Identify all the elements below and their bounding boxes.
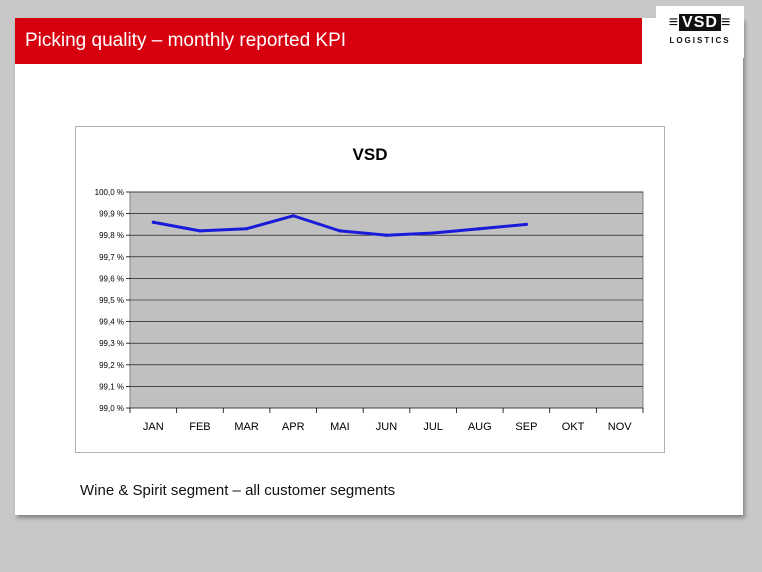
data-point [478,227,482,231]
x-tick-label: JUL [423,421,443,433]
y-tick-label: 99,0 % [99,404,124,413]
y-tick-label: 100,0 % [95,188,124,197]
x-tick-label: MAI [330,421,350,433]
x-tick-label: JAN [143,421,164,433]
x-tick-label: JUN [376,421,397,433]
data-point [384,233,389,237]
data-point [291,214,295,218]
data-point [244,227,249,231]
x-tick-label: APR [282,421,305,433]
x-tick-label: FEB [189,421,210,433]
y-tick-label: 99,5 % [99,296,124,305]
x-tick-label: SEP [515,421,537,433]
line-chart: VSD 99,0 % 99,1 % 99,2 % 99,3 % 99,4 % 99,5 % 9… [95,145,644,433]
y-tick-label: 99,8 % [99,231,124,240]
y-tick-label: 99,4 % [99,318,124,327]
x-tick-label: AUG [468,421,492,433]
x-tick-label: MAR [234,421,259,433]
chart-frame: VSD 99,0 % 99,1 % 99,2 % 99,3 % 99,4 % 99,5 % 9… [75,126,665,453]
logo-wordmark: VSD [679,14,721,31]
data-point [338,229,342,233]
chart-title: VSD [353,145,388,164]
chart-caption: Wine & Spirit segment – all customer seg… [80,482,396,499]
y-tick-label: 99,6 % [99,274,124,283]
x-tick-label: OKT [562,421,585,433]
y-tick-label: 99,9 % [99,210,124,219]
data-point [151,220,155,224]
y-tick-label: 99,1 % [99,382,124,391]
data-point [198,229,202,233]
data-point [431,231,435,235]
title-bar: Picking quality – monthly reported KPI [15,18,642,64]
y-tick-label: 99,7 % [99,253,124,262]
company-logo: ≡ VSD ≡ LOGISTICS [656,6,744,58]
data-point [524,222,529,226]
x-tick-label: NOV [608,421,633,433]
logo-subtitle: LOGISTICS [669,36,731,45]
y-tick-label: 99,3 % [99,339,124,348]
y-tick-label: 99,2 % [99,361,124,370]
page-title: Picking quality – monthly reported KPI [25,30,347,51]
